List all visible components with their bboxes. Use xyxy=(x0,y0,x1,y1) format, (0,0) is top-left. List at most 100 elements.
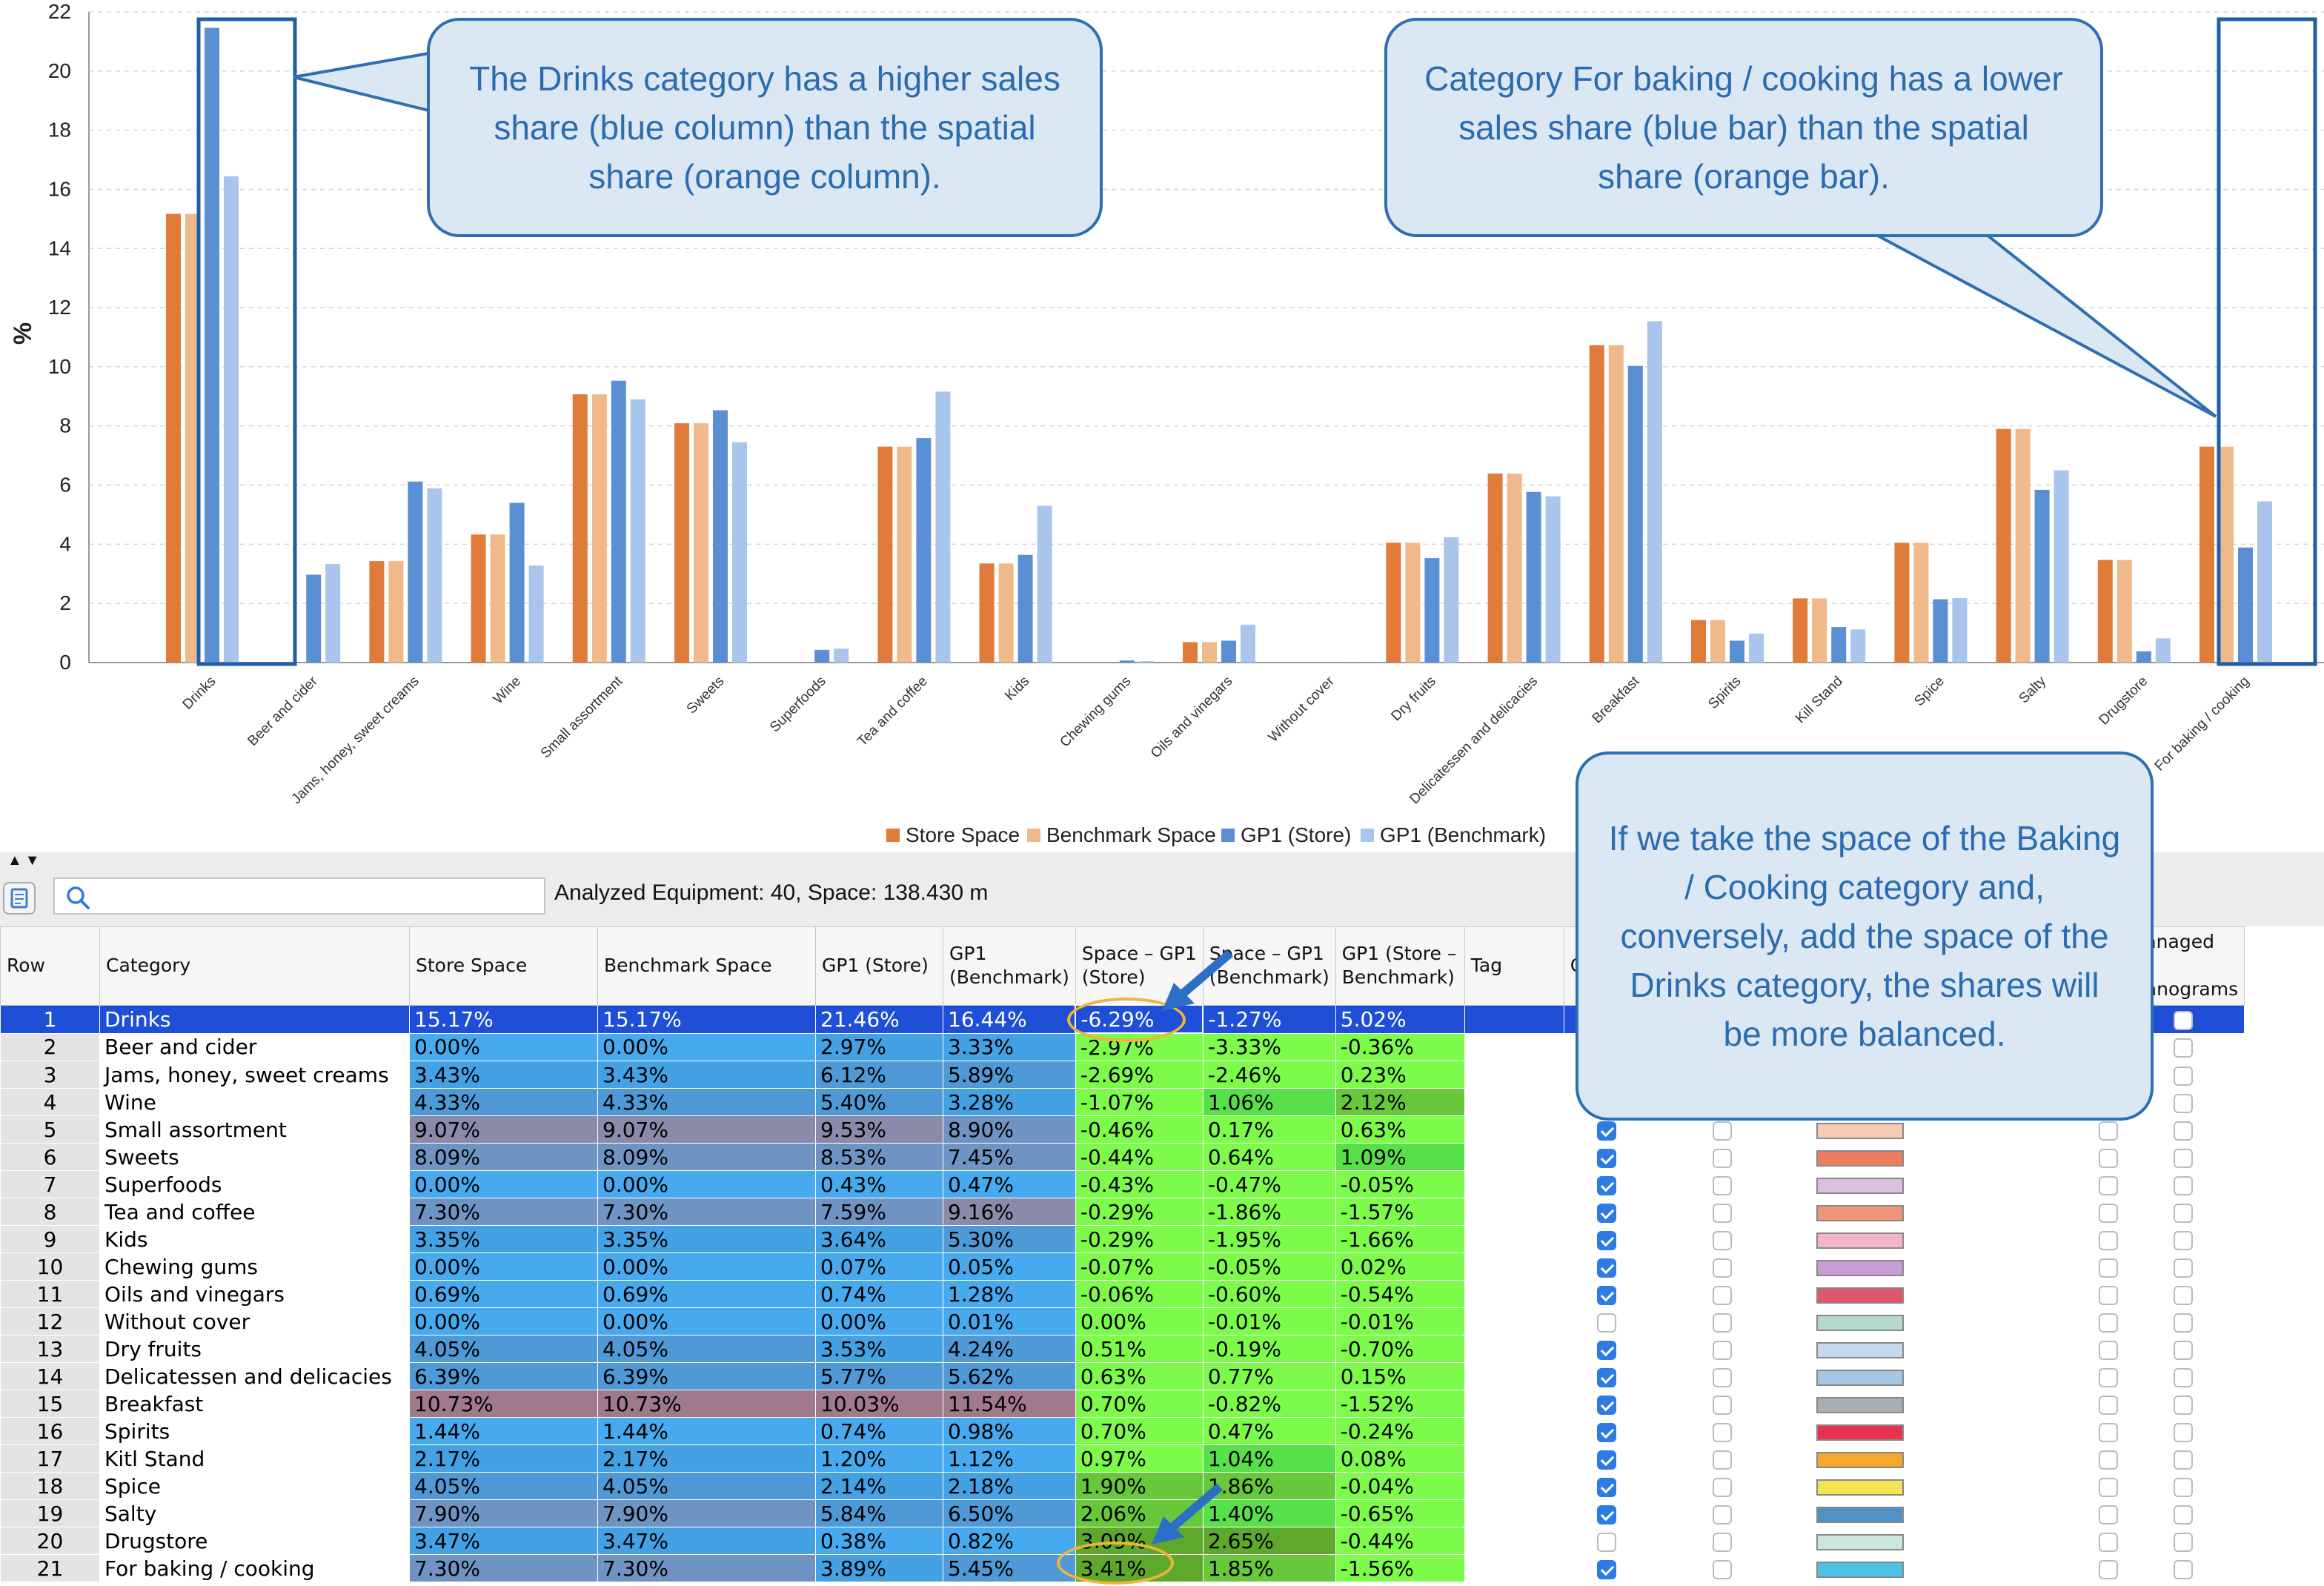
checkbox[interactable] xyxy=(1713,1504,1733,1524)
checkbox[interactable] xyxy=(1713,1285,1733,1305)
checkbox[interactable] xyxy=(2098,1203,2118,1223)
checkbox[interactable] xyxy=(2174,1285,2194,1305)
checkbox[interactable] xyxy=(2174,1148,2194,1168)
checkbox-cell[interactable] xyxy=(1649,1307,1796,1336)
checkbox-cell[interactable] xyxy=(1563,1362,1650,1390)
checkbox[interactable] xyxy=(1713,1367,1733,1387)
checkbox-cell[interactable] xyxy=(1649,1362,1796,1390)
checkbox[interactable] xyxy=(2174,1504,2194,1524)
checkbox-cell[interactable] xyxy=(1563,1390,1650,1418)
checkbox[interactable] xyxy=(2174,1093,2194,1113)
checkbox[interactable] xyxy=(1597,1175,1617,1195)
column-header-category[interactable]: Category xyxy=(99,926,410,1006)
managed-checkbox-cell[interactable] xyxy=(2122,1252,2245,1281)
checkbox[interactable] xyxy=(2174,1313,2194,1333)
checkbox[interactable] xyxy=(2174,1450,2194,1470)
checkbox[interactable] xyxy=(2174,1038,2194,1058)
checkbox-cell[interactable] xyxy=(1649,1417,1796,1445)
managed-checkbox-cell[interactable] xyxy=(2122,1143,2245,1171)
checkbox-cell[interactable] xyxy=(1649,1335,1796,1363)
column-header-row[interactable]: Row xyxy=(0,926,100,1006)
checkbox-cell[interactable] xyxy=(1563,1170,1650,1198)
checkbox[interactable] xyxy=(1597,1477,1617,1497)
checkbox[interactable] xyxy=(1597,1203,1617,1223)
checkbox[interactable] xyxy=(1597,1230,1617,1250)
checkbox[interactable] xyxy=(1713,1340,1733,1360)
checkbox[interactable] xyxy=(2174,1121,2194,1141)
checkbox[interactable] xyxy=(2174,1367,2194,1387)
column-header-benchmark-space[interactable]: Benchmark Space xyxy=(597,926,816,1006)
checkbox[interactable] xyxy=(2098,1367,2118,1387)
checkbox-cell[interactable] xyxy=(1563,1417,1650,1445)
checkbox[interactable] xyxy=(2098,1148,2118,1168)
checkbox-cell[interactable] xyxy=(1563,1472,1650,1500)
checkbox[interactable] xyxy=(2174,1010,2194,1030)
checkbox[interactable] xyxy=(1597,1532,1617,1552)
checkbox[interactable] xyxy=(2098,1258,2118,1278)
checkbox[interactable] xyxy=(2174,1559,2194,1579)
checkbox[interactable] xyxy=(1713,1395,1733,1415)
managed-checkbox-cell[interactable] xyxy=(2122,1554,2245,1582)
search-input[interactable] xyxy=(53,877,545,915)
checkbox[interactable] xyxy=(1713,1230,1733,1250)
checkbox-cell[interactable] xyxy=(1649,1444,1796,1473)
checkbox-cell[interactable] xyxy=(1649,1252,1796,1281)
checkbox[interactable] xyxy=(1597,1285,1617,1305)
checkbox-cell[interactable] xyxy=(1649,1527,1796,1555)
checkbox[interactable] xyxy=(1597,1559,1617,1579)
managed-checkbox-cell[interactable] xyxy=(2122,1307,2245,1336)
checkbox[interactable] xyxy=(1597,1450,1617,1470)
checkbox[interactable] xyxy=(1713,1313,1733,1333)
column-header-gp1-store[interactable]: GP1 (Store) xyxy=(815,926,943,1006)
checkbox[interactable] xyxy=(2098,1504,2118,1524)
checkbox[interactable] xyxy=(1713,1477,1733,1497)
table-row[interactable]: 14 Delicatessen and delicacies 6.39% 6.39% 5… xyxy=(0,1362,2245,1390)
managed-checkbox-cell[interactable] xyxy=(2122,1527,2245,1555)
checkbox[interactable] xyxy=(2098,1559,2118,1579)
checkbox[interactable] xyxy=(2098,1340,2118,1360)
checkbox[interactable] xyxy=(2098,1285,2118,1305)
checkbox[interactable] xyxy=(1597,1148,1617,1168)
managed-checkbox-cell[interactable] xyxy=(2122,1444,2245,1473)
checkbox[interactable] xyxy=(2098,1532,2118,1552)
column-header-space-gp1-benchmark[interactable]: Space – GP1 (Benchmark) xyxy=(1202,926,1336,1006)
checkbox[interactable] xyxy=(2174,1477,2194,1497)
checkbox[interactable] xyxy=(2174,1066,2194,1086)
document-button[interactable] xyxy=(3,882,36,915)
checkbox[interactable] xyxy=(1597,1395,1617,1415)
table-row[interactable]: 17 Kitl Stand 2.17% 2.17% 1.20% 1.12% 0.97% 1.0… xyxy=(0,1444,2245,1473)
checkbox[interactable] xyxy=(1713,1450,1733,1470)
checkbox[interactable] xyxy=(1713,1121,1733,1141)
checkbox[interactable] xyxy=(1713,1148,1733,1168)
checkbox[interactable] xyxy=(2098,1450,2118,1470)
table-row[interactable]: 18 Spice 4.05% 4.05% 2.14% 2.18% 1.90% 1.86% -0.… xyxy=(0,1472,2245,1500)
checkbox[interactable] xyxy=(1713,1422,1733,1442)
checkbox[interactable] xyxy=(2174,1422,2194,1442)
table-row[interactable]: 6 Sweets 8.09% 8.09% 8.53% 7.45% -0.44% 0.64% 1.… xyxy=(0,1143,2245,1171)
table-row[interactable]: 15 Breakfast 10.73% 10.73% 10.03% 11.54% 0.70%… xyxy=(0,1390,2245,1418)
table-row[interactable]: 13 Dry fruits 4.05% 4.05% 3.53% 4.24% 0.51% -0.… xyxy=(0,1335,2245,1363)
checkbox[interactable] xyxy=(2174,1532,2194,1552)
checkbox-cell[interactable] xyxy=(1649,1280,1796,1308)
managed-checkbox-cell[interactable] xyxy=(2122,1499,2245,1527)
managed-checkbox-cell[interactable] xyxy=(2122,1225,2245,1253)
checkbox[interactable] xyxy=(2098,1313,2118,1333)
table-row[interactable]: 19 Salty 7.90% 7.90% 5.84% 6.50% 2.06% 1.40% -0.… xyxy=(0,1499,2245,1527)
table-row[interactable]: 10 Chewing gums 0.00% 0.00% 0.07% 0.05% -0.07%… xyxy=(0,1252,2245,1281)
checkbox[interactable] xyxy=(1597,1340,1617,1360)
checkbox[interactable] xyxy=(2174,1230,2194,1250)
checkbox-cell[interactable] xyxy=(1563,1444,1650,1473)
column-header-gp1-store-benchmark[interactable]: GP1 (Store – Benchmark) xyxy=(1335,926,1465,1006)
column-header-gp1-benchmark[interactable]: GP1 (Benchmark) xyxy=(943,926,1076,1006)
checkbox-cell[interactable] xyxy=(1649,1554,1796,1582)
managed-checkbox-cell[interactable] xyxy=(2122,1115,2245,1144)
checkbox[interactable] xyxy=(1713,1175,1733,1195)
checkbox-cell[interactable] xyxy=(1649,1499,1796,1527)
checkbox[interactable] xyxy=(2098,1175,2118,1195)
checkbox-cell[interactable] xyxy=(1649,1143,1796,1171)
table-row[interactable]: 16 Spirits 1.44% 1.44% 0.74% 0.98% 0.70% 0.47% -… xyxy=(0,1417,2245,1445)
checkbox[interactable] xyxy=(1713,1203,1733,1223)
checkbox-cell[interactable] xyxy=(1563,1225,1650,1253)
checkbox[interactable] xyxy=(2174,1340,2194,1360)
column-header-store-space[interactable]: Store Space xyxy=(409,926,598,1006)
